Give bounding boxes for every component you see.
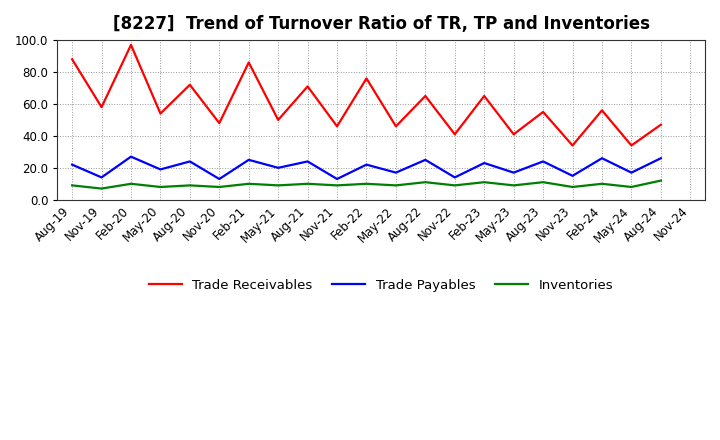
Trade Receivables <box>215 121 224 126</box>
Trade Payables <box>627 170 636 175</box>
Trade Payables <box>480 161 489 166</box>
Trade Payables <box>509 170 518 175</box>
Trade Payables <box>156 167 165 172</box>
Trade Payables <box>539 159 547 164</box>
Trade Receivables <box>244 60 253 65</box>
Trade Receivables <box>598 108 606 113</box>
Trade Payables <box>274 165 282 170</box>
Trade Receivables <box>156 111 165 116</box>
Inventories <box>303 181 312 187</box>
Trade Payables <box>598 156 606 161</box>
Line: Inventories: Inventories <box>72 180 661 189</box>
Inventories <box>627 184 636 190</box>
Trade Payables <box>392 170 400 175</box>
Trade Receivables <box>421 93 430 99</box>
Inventories <box>333 183 341 188</box>
Inventories <box>568 184 577 190</box>
Line: Trade Payables: Trade Payables <box>72 157 661 179</box>
Inventories <box>215 184 224 190</box>
Trade Receivables <box>627 143 636 148</box>
Trade Receivables <box>333 124 341 129</box>
Trade Receivables <box>539 109 547 114</box>
Trade Receivables <box>568 143 577 148</box>
Inventories <box>451 183 459 188</box>
Inventories <box>97 186 106 191</box>
Trade Payables <box>244 157 253 162</box>
Inventories <box>244 181 253 187</box>
Inventories <box>274 183 282 188</box>
Inventories <box>657 178 665 183</box>
Trade Receivables <box>127 42 135 48</box>
Trade Receivables <box>186 82 194 88</box>
Trade Payables <box>215 176 224 182</box>
Trade Payables <box>362 162 371 167</box>
Trade Payables <box>568 173 577 179</box>
Trade Receivables <box>97 105 106 110</box>
Trade Payables <box>333 176 341 182</box>
Trade Receivables <box>68 57 76 62</box>
Inventories <box>68 183 76 188</box>
Trade Receivables <box>451 132 459 137</box>
Trade Receivables <box>657 122 665 127</box>
Trade Payables <box>451 175 459 180</box>
Inventories <box>362 181 371 187</box>
Trade Payables <box>303 159 312 164</box>
Inventories <box>539 180 547 185</box>
Legend: Trade Receivables, Trade Payables, Inventories: Trade Receivables, Trade Payables, Inven… <box>143 273 618 297</box>
Trade Payables <box>186 159 194 164</box>
Line: Trade Receivables: Trade Receivables <box>72 45 661 146</box>
Trade Payables <box>127 154 135 159</box>
Inventories <box>186 183 194 188</box>
Inventories <box>509 183 518 188</box>
Trade Payables <box>97 175 106 180</box>
Trade Receivables <box>392 124 400 129</box>
Trade Payables <box>68 162 76 167</box>
Inventories <box>480 180 489 185</box>
Inventories <box>127 181 135 187</box>
Inventories <box>392 183 400 188</box>
Trade Receivables <box>303 84 312 89</box>
Inventories <box>598 181 606 187</box>
Inventories <box>421 180 430 185</box>
Trade Payables <box>421 157 430 162</box>
Trade Receivables <box>480 93 489 99</box>
Title: [8227]  Trend of Turnover Ratio of TR, TP and Inventories: [8227] Trend of Turnover Ratio of TR, TP… <box>113 15 649 33</box>
Trade Receivables <box>362 76 371 81</box>
Inventories <box>156 184 165 190</box>
Trade Receivables <box>274 117 282 123</box>
Trade Payables <box>657 156 665 161</box>
Trade Receivables <box>509 132 518 137</box>
